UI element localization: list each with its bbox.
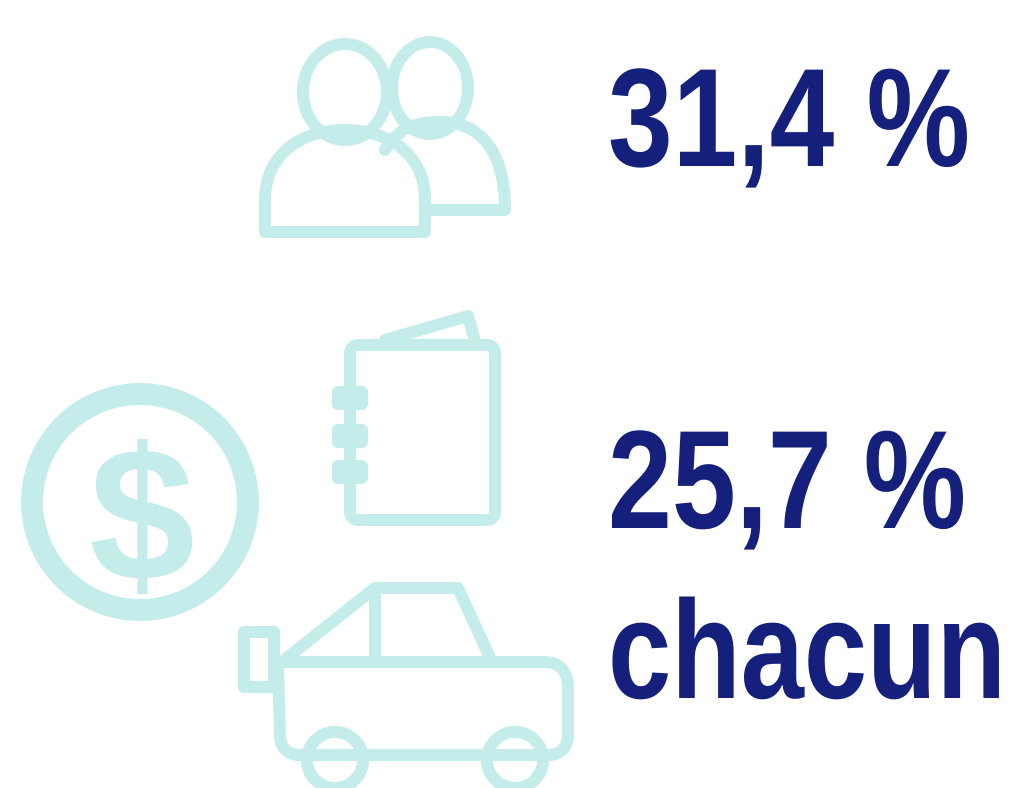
people-icon [259, 36, 511, 238]
svg-text:$: $ [89, 409, 195, 621]
notebook-icon [332, 310, 501, 526]
stat-value: 25,7 % [608, 401, 966, 558]
car-icon [238, 582, 574, 788]
dollar-icon: $ [21, 383, 259, 621]
stat-caption: chacun [608, 571, 1006, 728]
stat-value: 31,4 % [608, 39, 970, 196]
